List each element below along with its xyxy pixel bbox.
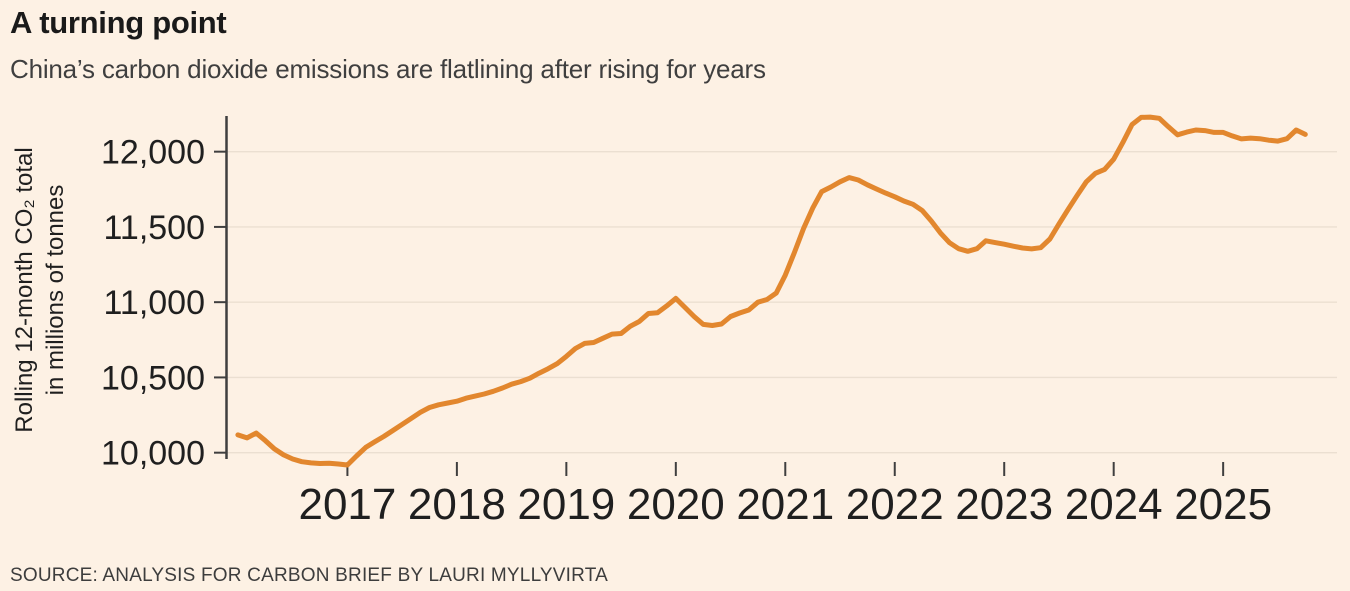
x-tick-label: 2023 [955, 480, 1053, 529]
x-tick-label: 2025 [1174, 480, 1272, 529]
x-tick-label: 2024 [1065, 480, 1163, 529]
x-tick-label: 2017 [298, 480, 396, 529]
x-tick-label: 2022 [846, 480, 944, 529]
x-tick-label: 2018 [408, 480, 506, 529]
y-tick-label: 12,000 [101, 134, 205, 172]
y-tick-label: 11,000 [104, 284, 205, 322]
emissions-series-line [235, 114, 1308, 468]
y-axis-title: Rolling 12-month CO₂ total in millions of… [11, 147, 69, 432]
x-tick-label: 2020 [627, 480, 725, 529]
source-note: SOURCE: ANALYSIS FOR CARBON BRIEF BY LAU… [10, 565, 608, 586]
chart-subtitle: China’s carbon dioxide emissions are fla… [10, 54, 766, 84]
x-tick-label: 2021 [736, 480, 834, 529]
chart-title: A turning point [10, 5, 227, 40]
y-tick-label: 11,500 [104, 209, 205, 247]
x-tick-label: 2019 [517, 480, 615, 529]
y-tick-label: 10,500 [101, 359, 205, 397]
y-tick-label: 10,000 [101, 435, 205, 473]
